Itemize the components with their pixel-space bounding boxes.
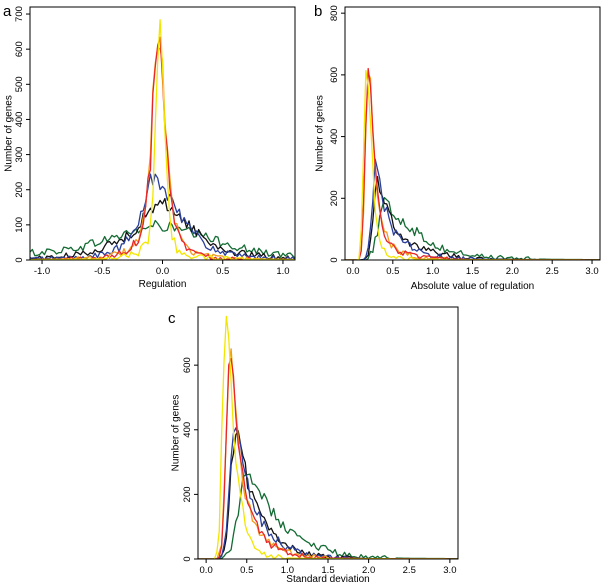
y-tick-label-a: 200 [14, 182, 25, 198]
x-tick-label-c: 0.0 [200, 565, 213, 576]
y-axis-label-b: Number of genes [315, 95, 326, 172]
series-line-a-green [30, 219, 295, 259]
y-tick-label-c: 0 [182, 556, 193, 561]
x-tick-label-a: -1.0 [34, 266, 50, 277]
series-line-c-orange [198, 348, 458, 559]
y-tick-label-c: 600 [182, 357, 193, 373]
series-line-a-black [30, 197, 295, 260]
x-tick-label-a: -0.5 [94, 266, 110, 277]
x-tick-label-a: 1.0 [276, 266, 289, 277]
series-group-c [198, 315, 458, 559]
x-axis-label-a: Regulation [139, 279, 187, 290]
chart-panel-b: 0.0 0.5 1.0 1.5 2.0 2.5 3.0 0 200 400 600 800 Absolu… [314, 3, 601, 292]
series-line-c-red [198, 358, 458, 559]
plot-frame-a [29, 6, 296, 261]
x-tick-label-b: 2.0 [506, 266, 519, 277]
y-tick-label-b: 200 [329, 190, 340, 206]
x-tick-label-b: 2.5 [546, 266, 559, 277]
x-tick-label-a: 0.5 [216, 266, 229, 277]
x-tick-label-c: 3.0 [443, 565, 456, 576]
y-tick-label-a: 100 [14, 217, 25, 233]
y-tick-label-c: 400 [182, 422, 193, 438]
series-group-a [30, 19, 295, 260]
y-axis-label-a: Number of genes [4, 95, 15, 172]
series-line-a-blue [30, 173, 295, 260]
x-tick-label-a: 0.0 [156, 266, 169, 277]
series-line-b-red [345, 67, 600, 260]
series-group-b [345, 67, 600, 260]
panel-letter-c: c [168, 310, 176, 327]
series-line-c-blue [198, 427, 458, 559]
series-line-a-yellow [30, 19, 295, 260]
x-tick-label-b: 1.5 [466, 266, 479, 277]
x-axis-label-b: Absolute value of regulation [411, 281, 534, 292]
panel-letter-a: a [3, 3, 12, 20]
series-line-c-black [198, 429, 458, 559]
y-tick-label-a: 600 [14, 41, 25, 57]
plot-frame-b [344, 6, 601, 261]
y-tick-label-c: 200 [182, 486, 193, 502]
x-tick-label-c: 2.5 [403, 565, 416, 576]
x-tick-label-c: 1.5 [321, 565, 334, 576]
y-tick-label-b: 800 [329, 5, 340, 21]
x-tick-label-b: 1.0 [426, 266, 439, 277]
y-tick-label-a: 0 [14, 257, 25, 262]
series-line-b-blue [345, 158, 600, 260]
x-tick-label-b: 3.0 [585, 266, 598, 277]
x-tick-label-b: 0.5 [386, 266, 399, 277]
series-line-b-black [345, 175, 600, 260]
y-tick-label-a: 300 [14, 147, 25, 163]
chart-panel-a: -1.0 -0.5 0.0 0.5 1.0 0 100 200 300 400 500 600 700 R… [3, 3, 296, 290]
y-tick-label-a: 400 [14, 112, 25, 128]
y-tick-label-a: 500 [14, 76, 25, 92]
x-axis-label-c: Standard deviation [286, 574, 369, 585]
y-tick-label-b: 0 [329, 257, 340, 262]
series-line-c-green [198, 473, 458, 559]
x-tick-label-c: 1.0 [281, 565, 294, 576]
x-tick-label-c: 0.5 [240, 565, 253, 576]
x-tick-label-c: 2.0 [362, 565, 375, 576]
y-tick-label-b: 400 [329, 129, 340, 145]
chart-panel-c: 0.0 0.5 1.0 1.5 2.0 2.5 3.0 0 200 400 600 Standard … [168, 306, 459, 585]
x-tick-label-b: 0.0 [346, 266, 359, 277]
y-tick-label-b: 600 [329, 67, 340, 83]
panel-letter-b: b [314, 3, 322, 20]
y-axis-label-c: Number of genes [171, 395, 182, 472]
y-tick-label-a: 700 [14, 6, 25, 22]
